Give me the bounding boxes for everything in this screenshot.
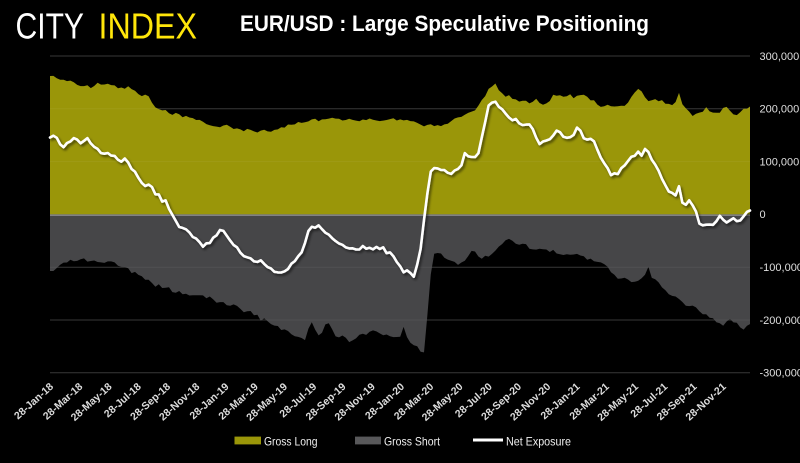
- svg-text:-300,000: -300,000: [760, 368, 800, 380]
- svg-text:Gross Long: Gross Long: [264, 435, 318, 449]
- svg-text:Net Exposure: Net Exposure: [506, 435, 571, 449]
- svg-text:INDEX: INDEX: [99, 6, 198, 47]
- svg-text:CITY: CITY: [16, 6, 85, 47]
- svg-text:300,000: 300,000: [760, 51, 800, 63]
- svg-text:100,000: 100,000: [760, 156, 800, 168]
- svg-text:-100,000: -100,000: [760, 262, 800, 274]
- svg-text:EUR/USD : Large Speculative Po: EUR/USD : Large Speculative Positioning: [240, 11, 649, 36]
- svg-text:200,000: 200,000: [760, 104, 800, 116]
- svg-text:0: 0: [760, 209, 766, 221]
- svg-text:Gross Short: Gross Short: [384, 435, 441, 449]
- svg-text:-200,000: -200,000: [760, 315, 800, 327]
